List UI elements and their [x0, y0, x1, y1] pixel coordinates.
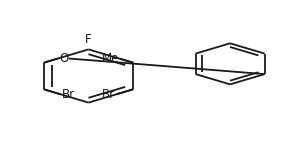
Text: Br: Br [102, 88, 115, 101]
Text: Br: Br [62, 88, 75, 101]
Text: Me: Me [101, 52, 119, 65]
Text: O: O [59, 52, 68, 65]
Text: F: F [85, 33, 92, 46]
